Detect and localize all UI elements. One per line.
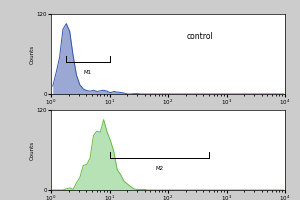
Y-axis label: Counts: Counts (30, 44, 35, 64)
Text: control: control (187, 32, 214, 41)
Text: M2: M2 (155, 166, 163, 171)
Y-axis label: Counts: Counts (30, 140, 35, 160)
Text: M1: M1 (84, 70, 92, 75)
